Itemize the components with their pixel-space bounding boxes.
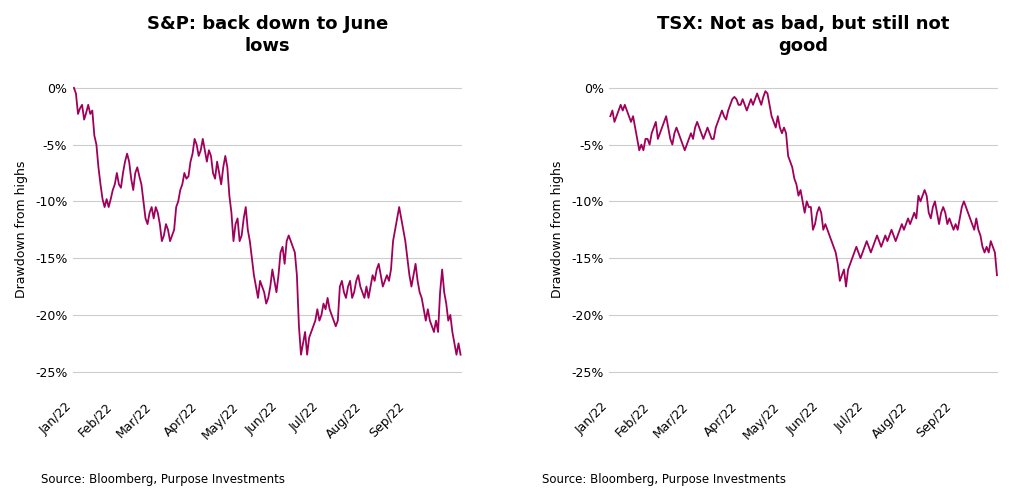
Y-axis label: Drawdown from highs: Drawdown from highs [15, 161, 28, 299]
Y-axis label: Drawdown from highs: Drawdown from highs [551, 161, 564, 299]
Text: Source: Bloomberg, Purpose Investments: Source: Bloomberg, Purpose Investments [41, 473, 285, 486]
Text: Source: Bloomberg, Purpose Investments: Source: Bloomberg, Purpose Investments [542, 473, 786, 486]
Title: TSX: Not as bad, but still not
good: TSX: Not as bad, but still not good [657, 15, 950, 55]
Title: S&P: back down to June
lows: S&P: back down to June lows [147, 15, 388, 55]
